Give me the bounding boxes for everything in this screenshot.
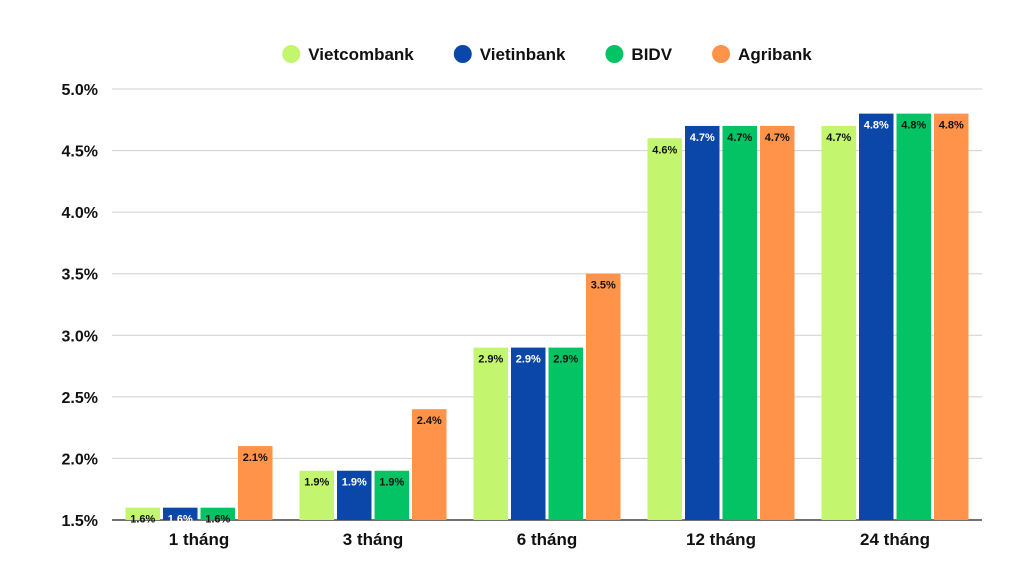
bar-agribank-4 — [760, 125, 795, 520]
legend-label: Agribank — [738, 45, 812, 64]
legend-swatch — [453, 45, 472, 63]
data-label: 4.7% — [765, 132, 790, 144]
data-label: 2.9% — [516, 354, 541, 366]
data-label: 1.6% — [130, 514, 155, 526]
data-label: 4.8% — [939, 120, 964, 132]
bar-vietinbank-4 — [685, 125, 720, 520]
legend-swatch — [712, 45, 731, 63]
x-axis-tick-labels: 1 tháng 3 tháng 6 tháng 12 tháng 24 tháng — [169, 530, 930, 549]
legend-item-vietinbank: Vietinbank — [453, 45, 566, 64]
legend-item-agribank: Agribank — [712, 45, 812, 64]
data-label: 1.6% — [168, 514, 193, 526]
x-tick-label: 6 tháng — [517, 530, 577, 549]
data-labels: 1.6% 1.6% 1.6% 2.1% 1.9% 1.9% 1.9% 2.4% 2.9% 2.9%… — [130, 120, 964, 526]
legend-label: BIDV — [631, 45, 672, 64]
bar-vietinbank-2 — [337, 470, 372, 520]
y-axis-tick-labels: 1.5% 2.0% 2.5% 3.0% 3.5% 4.0% 4.5% 5.0% — [62, 82, 98, 530]
bar-vietcombank-4 — [647, 138, 682, 520]
data-label: 1.9% — [342, 477, 367, 489]
data-label: 2.4% — [417, 415, 442, 427]
bar-agribank-3 — [586, 273, 621, 520]
legend-item-vietcombank: Vietcombank — [282, 45, 414, 64]
data-label: 1.6% — [205, 514, 230, 526]
data-label: 1.9% — [304, 477, 329, 489]
y-tick-label: 5.0% — [62, 82, 98, 99]
bar-bidv-4 — [722, 125, 757, 520]
y-tick-label: 4.0% — [62, 205, 98, 222]
bar-vietinbank-5 — [859, 113, 894, 520]
legend: Vietcombank Vietinbank BIDV Agribank — [282, 45, 812, 64]
x-tick-label: 3 tháng — [343, 530, 403, 549]
bar-vietcombank-1 — [125, 507, 160, 520]
x-tick-label: 24 tháng — [860, 530, 930, 549]
bar-agribank-2 — [412, 409, 447, 520]
data-label: 4.7% — [690, 132, 715, 144]
bar-bidv-5 — [896, 113, 931, 520]
bar-bidv-1 — [200, 507, 235, 520]
y-tick-label: 2.0% — [62, 451, 98, 468]
x-tick-label: 1 tháng — [169, 530, 229, 549]
bar-vietinbank-1 — [163, 507, 198, 520]
bar-vietcombank-2 — [299, 470, 334, 520]
bar-agribank-5 — [934, 113, 969, 520]
data-label: 4.8% — [901, 120, 926, 132]
bar-vietcombank-3 — [473, 347, 508, 520]
y-tick-label: 1.5% — [62, 513, 98, 530]
legend-label: Vietinbank — [480, 45, 566, 64]
y-tick-label: 4.5% — [62, 144, 98, 161]
data-label: 4.6% — [652, 144, 677, 156]
legend-item-bidv: BIDV — [605, 45, 673, 64]
bar-vietcombank-5 — [821, 125, 856, 520]
bar-agribank-1 — [238, 446, 273, 520]
legend-swatch — [282, 45, 301, 63]
data-label: 4.8% — [864, 120, 889, 132]
bar-bidv-3 — [548, 347, 583, 520]
legend-label: Vietcombank — [308, 45, 414, 64]
data-label: 3.5% — [591, 280, 616, 292]
legend-swatch — [605, 45, 624, 63]
data-label: 2.9% — [478, 354, 503, 366]
data-label: 2.1% — [243, 452, 268, 464]
y-tick-label: 3.5% — [62, 267, 98, 284]
data-label: 1.9% — [379, 477, 404, 489]
data-label: 4.7% — [826, 132, 851, 144]
bar-vietinbank-3 — [511, 347, 546, 520]
y-tick-label: 3.0% — [62, 328, 98, 345]
y-tick-label: 2.5% — [62, 390, 98, 407]
data-label: 2.9% — [553, 354, 578, 366]
bar-bidv-2 — [374, 470, 409, 520]
x-tick-label: 12 tháng — [686, 530, 756, 549]
bars — [125, 113, 969, 520]
data-label: 4.7% — [727, 132, 752, 144]
